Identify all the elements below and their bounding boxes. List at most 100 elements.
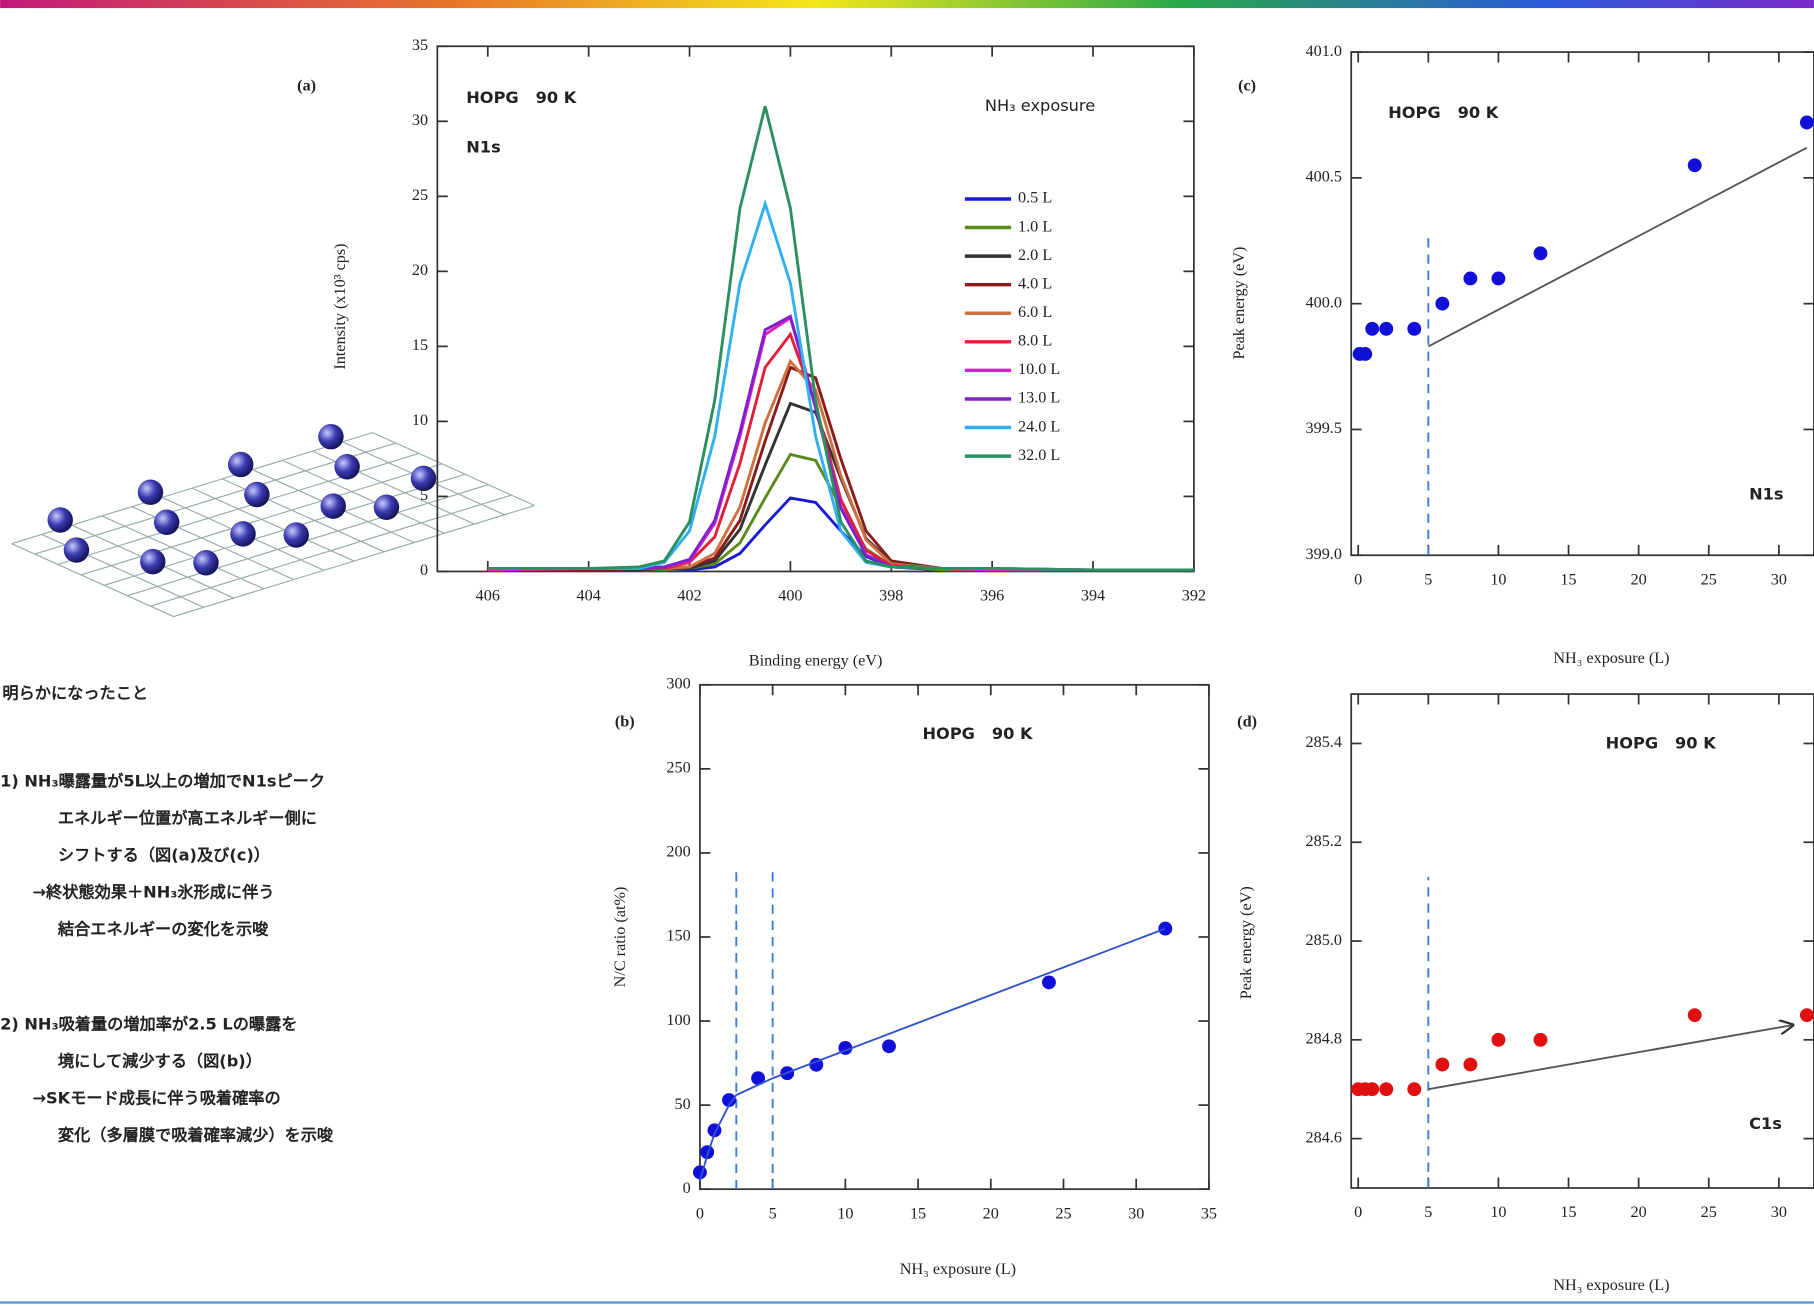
y-tick-label: 30 [412, 111, 428, 129]
spectrum-line [487, 331, 1194, 572]
data-point [1687, 158, 1702, 173]
fit-line [699, 927, 1166, 1182]
data-point [700, 1145, 715, 1160]
legend-label: 2.0 L [1018, 246, 1052, 264]
legend-label: 0.5 L [1018, 189, 1052, 207]
molecule [410, 465, 437, 492]
data-point [1435, 296, 1450, 311]
x-tick-label: 10 [1490, 1203, 1506, 1221]
x-tick-label: 394 [1081, 587, 1105, 605]
plot-frame [1350, 693, 1814, 1189]
finding-implication: →SKモード成長に伴う吸着確率の [32, 1088, 280, 1107]
y-tick-label: 5 [420, 486, 428, 504]
y-tick-label: 285.0 [1306, 931, 1342, 949]
y-tick-label: 50 [674, 1095, 690, 1113]
plot-frame [699, 683, 1210, 1191]
data-point [751, 1071, 766, 1086]
y-tick-label: 300 [666, 675, 690, 693]
chart-title: HOPG 90 K [1606, 733, 1718, 752]
molecule [318, 423, 344, 450]
data-point [1463, 1057, 1478, 1072]
y-tick-label: 400.5 [1306, 168, 1342, 186]
y-tick-label: 399.0 [1306, 545, 1342, 563]
data-point [1463, 271, 1478, 286]
data-point [1687, 1008, 1702, 1023]
x-tick-label: 15 [910, 1204, 926, 1222]
data-point [1365, 321, 1380, 336]
lattice-line [191, 487, 355, 562]
lattice-line [101, 515, 265, 590]
y-tick-label: 0 [420, 561, 428, 579]
molecule [373, 494, 400, 520]
finding-line: 境にして減少する（図(b)） [58, 1051, 262, 1070]
y-axis-label: Peak energy (eV) [1230, 247, 1248, 360]
molecule [140, 548, 166, 575]
data-point [1407, 321, 1422, 336]
annotation: N1s [466, 138, 500, 157]
data-point [1435, 1057, 1450, 1072]
chart: 406 404 402 400 398 396 394 392 0 5 10 15 20 25 30 35 (a… [297, 36, 1206, 669]
data-point [1358, 347, 1373, 361]
legend-label: 10.0 L [1018, 360, 1060, 378]
legend-label: 6.0 L [1018, 303, 1052, 321]
x-tick-label: 35 [1201, 1204, 1217, 1222]
finding-line: 1) NH₃曝露量が5L以上の増加でN1sピーク [0, 771, 325, 790]
chart: 0 5 10 15 20 25 30 35 0 50 100 150 200 250 300 (b) HOPG … [611, 675, 1217, 1278]
data-point [1491, 271, 1506, 286]
molecule [47, 507, 73, 533]
annotation: C1s [1749, 1114, 1782, 1133]
x-tick-label: 25 [1701, 1203, 1717, 1221]
chart-title: HOPG 90 K [466, 88, 578, 107]
finding-implication: 変化（多層膜で吸着確率減少）を示唆 [58, 1125, 334, 1144]
top-band [0, 0, 1814, 9]
legend-label: 8.0 L [1018, 332, 1052, 350]
y-axis-label: Intensity (x10³ cps) [331, 243, 349, 369]
y-tick-label: 285.4 [1306, 733, 1342, 751]
finding-line: シフトする（図(a)及び(c)） [58, 846, 270, 865]
x-axis-label: NH₃ exposure (L) [1553, 1276, 1669, 1294]
finding-implication: →終状態効果＋NH₃氷形成に伴う [32, 883, 274, 902]
y-tick-label: 284.8 [1306, 1030, 1342, 1048]
data-point [1365, 1082, 1380, 1097]
spectrum-line [487, 401, 1194, 572]
y-tick-label: 401.0 [1306, 42, 1342, 60]
x-tick-label: 406 [476, 587, 500, 605]
trend-arrow [1428, 1025, 1793, 1091]
lattice-line [11, 543, 174, 618]
chart: 0 5 10 15 20 25 30 399.0 399.5 400.0 400.5 401.0 (c)… [1230, 42, 1814, 667]
y-tick-label: 285.2 [1306, 832, 1342, 850]
annotation: N1s [1749, 485, 1783, 504]
data-point [722, 1093, 736, 1108]
x-tick-label: 20 [1631, 570, 1647, 588]
adsorbate-illustration [11, 423, 535, 618]
x-tick-label: 0 [1354, 1203, 1362, 1221]
x-tick-label: 0 [1354, 570, 1362, 588]
y-tick-label: 399.5 [1306, 419, 1342, 437]
chart-title: HOPG 90 K [923, 724, 1035, 743]
x-tick-label: 30 [1771, 570, 1787, 588]
data-point [882, 1039, 896, 1054]
lattice-line [173, 504, 535, 618]
y-tick-label: 20 [412, 261, 428, 279]
legend-label: 24.0 L [1018, 417, 1060, 435]
plot-frame [1350, 51, 1814, 557]
y-tick-label: 35 [412, 36, 428, 54]
molecule [193, 550, 219, 576]
legend-label: 32.0 L [1018, 446, 1060, 464]
molecule [244, 481, 270, 508]
molecule [320, 493, 346, 519]
y-tick-label: 25 [412, 186, 428, 204]
molecule [227, 451, 254, 478]
x-tick-label: 15 [1560, 1203, 1576, 1221]
lattice-line [282, 459, 445, 534]
panel-label: (c) [1238, 76, 1256, 94]
legend-label: 1.0 L [1018, 217, 1052, 235]
panel-label: (d) [1237, 713, 1257, 731]
x-tick-label: 10 [1490, 570, 1506, 588]
y-tick-label: 100 [666, 1011, 690, 1029]
findings: 明らかになったこと 1) NH₃曝露量が5L以上の増加でN1sピークエネルギー位置… [0, 684, 334, 1145]
lattice-line [372, 432, 535, 507]
x-tick-label: 20 [1631, 1203, 1647, 1221]
finding-line: エネルギー位置が高エネルギー側に [58, 808, 317, 827]
